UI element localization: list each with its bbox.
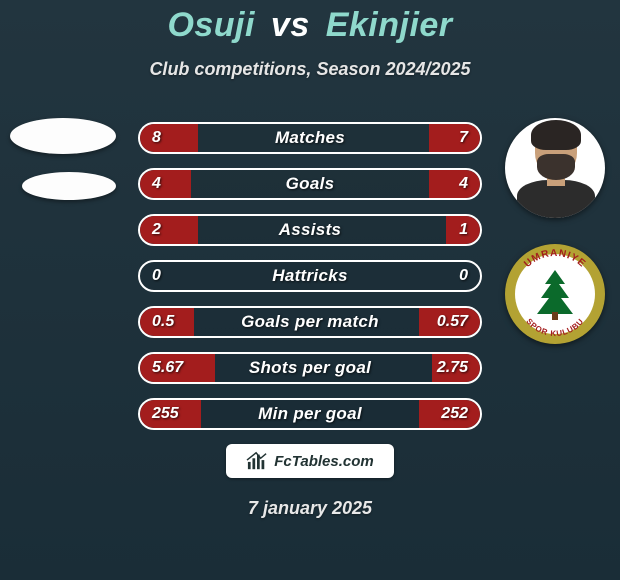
stat-value-left: 2 — [152, 216, 161, 244]
stat-value-right: 1 — [459, 216, 468, 244]
subtitle: Club competitions, Season 2024/2025 — [0, 59, 620, 80]
vs-label: vs — [271, 6, 310, 44]
stat-label: Min per goal — [258, 404, 362, 424]
comparison-card: Osuji vs Ekinjier Club competitions, Sea… — [0, 0, 620, 580]
player2-avatar — [505, 118, 605, 218]
stat-value-left: 4 — [152, 170, 161, 198]
stat-row: 0 0 Hattricks — [138, 260, 482, 292]
player1-column — [10, 118, 130, 200]
stat-label: Hattricks — [272, 266, 347, 286]
stat-row: 4 4 Goals — [138, 168, 482, 200]
stat-label: Matches — [275, 128, 345, 148]
date-label: 7 january 2025 — [0, 498, 620, 519]
svg-text:UMRANIYE: UMRANIYE — [522, 248, 588, 270]
player1-avatar-placeholder — [10, 118, 116, 154]
stat-value-left: 255 — [152, 400, 179, 428]
stat-row: 0.5 0.57 Goals per match — [138, 306, 482, 338]
stat-value-right: 7 — [459, 124, 468, 152]
stat-value-right: 2.75 — [437, 354, 468, 382]
stat-fill-right — [429, 170, 480, 198]
stat-value-right: 4 — [459, 170, 468, 198]
stat-value-left: 0.5 — [152, 308, 174, 336]
stat-fill-left — [140, 216, 198, 244]
stat-value-left: 5.67 — [152, 354, 183, 382]
player2-name: Ekinjier — [326, 6, 453, 44]
stat-row: 2 1 Assists — [138, 214, 482, 246]
site-label: FcTables.com — [274, 453, 373, 470]
player1-name: Osuji — [167, 6, 255, 44]
svg-text:SPOR KULUBU: SPOR KULUBU — [524, 317, 585, 338]
stat-value-left: 0 — [152, 262, 161, 290]
stat-value-right: 0.57 — [437, 308, 468, 336]
stat-label: Goals per match — [241, 312, 379, 332]
stat-row: 255 252 Min per goal — [138, 398, 482, 430]
stat-label: Shots per goal — [249, 358, 371, 378]
stat-fill-left — [140, 124, 198, 152]
stat-value-right: 252 — [441, 400, 468, 428]
stats-list: 87Matches44Goals21Assists00Hattricks0.50… — [138, 122, 482, 444]
club-badge-text: UMRANIYE SPOR KULUBU — [505, 244, 605, 344]
chart-icon — [246, 451, 268, 471]
player2-portrait — [507, 120, 603, 216]
stat-fill-left — [140, 170, 191, 198]
stat-label: Assists — [279, 220, 342, 240]
stat-fill-right — [429, 124, 480, 152]
stat-value-right: 0 — [459, 262, 468, 290]
page-title: Osuji vs Ekinjier — [0, 6, 620, 45]
stat-row: 8 7 Matches — [138, 122, 482, 154]
player1-club-placeholder — [22, 172, 116, 200]
stat-label: Goals — [286, 174, 335, 194]
site-logo[interactable]: FcTables.com — [226, 444, 394, 478]
stat-row: 5.67 2.75 Shots per goal — [138, 352, 482, 384]
player2-column: UMRANIYE SPOR KULUBU — [500, 118, 610, 344]
stat-value-left: 8 — [152, 124, 161, 152]
player2-club-badge: UMRANIYE SPOR KULUBU — [505, 244, 605, 344]
